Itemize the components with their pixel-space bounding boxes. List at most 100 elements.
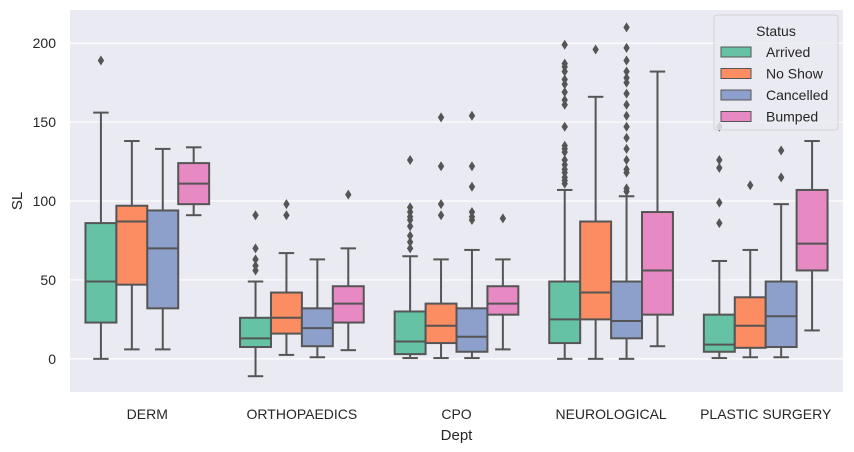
outlier-point — [561, 58, 568, 69]
legend-entry: Cancelled — [766, 87, 828, 103]
y-axis-label: SL — [9, 192, 26, 210]
outlier-point — [623, 22, 630, 33]
outlier-point — [561, 121, 568, 132]
outlier-point — [623, 88, 630, 99]
outlier-point — [468, 110, 476, 121]
legend-frame — [713, 14, 839, 131]
box-bumped — [795, 140, 829, 332]
box-iqr — [146, 209, 180, 310]
box-iqr — [269, 291, 303, 335]
legend-title: Status — [756, 23, 796, 39]
box-iqr — [115, 204, 149, 286]
outlier-point — [499, 213, 507, 224]
legend: Status Arrived No Show Cancelled Bumped — [713, 14, 839, 131]
outlier-point — [623, 42, 630, 53]
x-tick-label: NEUROLOGICAL — [555, 406, 666, 422]
outlier-point — [283, 199, 290, 210]
box-cancelled — [455, 110, 489, 360]
outlier-point — [561, 74, 568, 85]
legend-swatch — [720, 46, 752, 58]
x-tick-labels: DERM ORTHOPAEDICS CPO NEUROLOGICAL PLASTIC S… — [127, 406, 832, 422]
box-no-show — [579, 44, 613, 360]
box-cancelled — [146, 147, 180, 351]
x-tick-label: DERM — [127, 406, 168, 422]
box-bumped — [177, 146, 211, 217]
box-groups — [84, 22, 829, 378]
box-arrived — [239, 210, 272, 378]
outlier-point — [716, 197, 723, 208]
box-iqr — [610, 280, 644, 340]
box-bumped — [486, 213, 520, 351]
outlier-point — [777, 145, 785, 156]
outlier-point — [623, 164, 630, 175]
outlier-point — [437, 199, 445, 210]
y-tick-label: 200 — [33, 35, 57, 51]
outlier-point — [623, 183, 630, 194]
outlier-point — [561, 140, 568, 151]
outlier-point — [623, 110, 630, 121]
outlier-point — [406, 154, 414, 165]
outlier-point — [406, 237, 414, 248]
y-tick-label: 50 — [40, 272, 56, 288]
outlier-point — [406, 202, 414, 213]
box-iqr — [486, 285, 520, 316]
box-iqr — [239, 316, 272, 349]
box-arrived — [393, 154, 427, 360]
outlier-point — [716, 218, 723, 229]
box-bumped — [641, 70, 674, 348]
box-iqr — [702, 313, 736, 353]
outlier-point — [623, 121, 630, 132]
box-arrived — [702, 121, 736, 360]
box-iqr — [84, 222, 118, 324]
outlier-point — [345, 189, 352, 200]
box-cancelled — [764, 145, 798, 359]
box-iqr — [393, 310, 427, 356]
x-tick-label: CPO — [441, 406, 471, 422]
y-tick-label: 150 — [33, 114, 57, 130]
outlier-point — [252, 254, 259, 265]
outlier-point — [252, 243, 259, 254]
x-tick-label: PLASTIC SURGERY — [700, 406, 832, 422]
box-cancelled — [300, 258, 334, 359]
legend-entry: Bumped — [766, 109, 818, 125]
outlier-point — [437, 210, 445, 221]
box-iqr — [455, 307, 489, 353]
x-axis-label: Dept — [441, 427, 474, 444]
outlier-point — [623, 72, 630, 83]
outlier-point — [561, 94, 568, 105]
outlier-point — [406, 243, 414, 254]
outlier-point — [623, 154, 630, 165]
legend-entry: No Show — [766, 66, 824, 82]
x-tick-label: ORTHOPAEDICS — [247, 406, 358, 422]
box-arrived — [548, 39, 582, 360]
outlier-point — [252, 210, 259, 221]
legend-swatch — [720, 89, 752, 101]
outlier-point — [437, 161, 445, 172]
outlier-point — [437, 112, 445, 123]
outlier-point — [468, 161, 476, 172]
box-iqr — [641, 211, 674, 316]
outlier-point — [777, 172, 785, 183]
outlier-point — [747, 180, 754, 191]
box-iqr — [733, 296, 767, 349]
outlier-point — [406, 230, 414, 241]
outlier-point — [623, 66, 630, 77]
box-no-show — [115, 140, 149, 351]
legend-entry: Arrived — [766, 44, 810, 60]
y-tick-label: 0 — [48, 351, 56, 367]
outlier-point — [716, 154, 723, 165]
box-iqr — [795, 188, 829, 272]
outlier-point — [561, 154, 568, 165]
legend-swatch — [720, 68, 752, 79]
y-tick-labels: 0 50 100 150 200 — [33, 35, 57, 367]
outlier-point — [561, 87, 568, 98]
legend-swatch — [720, 111, 752, 122]
outlier-point — [592, 44, 599, 55]
box-iqr — [579, 220, 613, 321]
outlier-point — [623, 99, 630, 110]
box-iqr — [764, 280, 798, 349]
outlier-point — [283, 210, 290, 221]
box-bumped — [331, 189, 365, 352]
box-iqr — [424, 302, 458, 345]
